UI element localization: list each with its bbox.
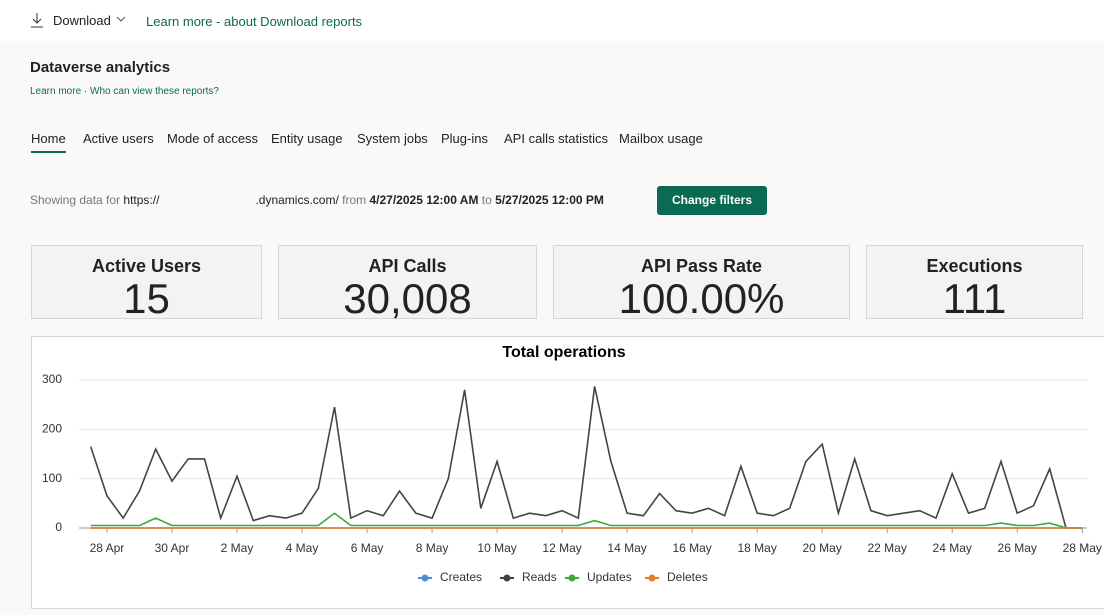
page-title: Dataverse analytics (30, 59, 171, 76)
from: from (342, 193, 367, 207)
kpi-card: API Pass Rate 100.00% (553, 245, 850, 322)
header-links: Learn more · Who can view these reports? (30, 86, 219, 97)
kpi-card: API Calls 30,008 (278, 245, 537, 322)
legend-label: Updates (587, 570, 632, 584)
x-tick-label: 22 May (868, 541, 907, 555)
kpi-label: Executions (926, 256, 1023, 276)
to: to (481, 193, 492, 207)
url-suffix: .dynamics.com/ (255, 193, 339, 207)
x-tick-label: 6 May (351, 541, 384, 555)
tab[interactable]: Mailbox usage (619, 131, 703, 146)
link[interactable]: Learn more (30, 86, 82, 97)
legend-marker (648, 574, 656, 582)
kpi-value: 100.00% (618, 275, 785, 322)
x-tick-label: 24 May (933, 541, 972, 555)
x-tick-label: 26 May (998, 541, 1037, 555)
x-tick-label: 12 May (542, 541, 581, 555)
filter-line: Showing data for https://.dynamics.com/ … (30, 193, 604, 207)
chevron (116, 16, 126, 22)
tab[interactable]: System jobs (357, 131, 428, 146)
legend-marker (421, 574, 429, 582)
kpi-value: 15 (123, 275, 170, 322)
y-tick-label: 0 (55, 520, 62, 534)
x-tick-label: 4 May (286, 541, 319, 555)
tab[interactable]: Active users (83, 131, 154, 146)
series-line (89, 386, 1083, 529)
x-tick-label: 20 May (802, 541, 841, 555)
kpi-label: API Pass Rate (640, 256, 763, 276)
tab[interactable]: Mode of access (167, 131, 259, 146)
legend-label: Deletes (667, 570, 708, 584)
change-filters-button[interactable]: Change filters (657, 186, 767, 215)
tab[interactable]: API calls statistics (504, 131, 609, 146)
download-button[interactable]: Download (53, 13, 111, 28)
kpi-value: 30,008 (343, 275, 472, 322)
x-tick-label: 8 May (416, 541, 449, 555)
x-tick-label: 28 Apr (90, 541, 125, 555)
chart-panel: Total operations 0 100 200 300 28 Apr 30 Apr 2 … (31, 336, 1104, 609)
kpi-label: API Calls (368, 256, 447, 276)
kpi-card: Active Users 15 (31, 245, 262, 322)
url: https:// (123, 193, 160, 207)
y-tick-label: 300 (42, 372, 62, 386)
toolbar: Download Learn more - about Download rep… (0, 0, 1104, 41)
tab[interactable]: Plug-ins (441, 131, 488, 146)
legend-label: Creates (440, 570, 482, 584)
legend-marker (568, 574, 576, 582)
chart: Total operations 0 100 200 300 28 Apr 30 Apr 2 … (42, 344, 1102, 584)
x-tick-label: 14 May (607, 541, 646, 555)
x-tick-label: 2 May (221, 541, 254, 555)
link[interactable]: Who can view these reports? (90, 86, 219, 97)
download-icon (31, 13, 43, 28)
tab[interactable]: Entity usage (271, 131, 343, 146)
y-tick-label: 200 (42, 422, 62, 436)
kpi-value: 111 (942, 275, 1007, 322)
y-tick-label: 100 (42, 471, 62, 485)
end-date: 5/27/2025 12:00 PM (495, 193, 604, 207)
legend-marker (503, 574, 511, 582)
series-line (90, 512, 1083, 529)
x-tick-label: 30 Apr (155, 541, 190, 555)
x-tick-label: 16 May (672, 541, 711, 555)
x-tick-label: 18 May (737, 541, 776, 555)
x-tick-label: 10 May (477, 541, 516, 555)
legend-label: Reads (522, 570, 557, 584)
kpi-label: Active Users (91, 256, 202, 276)
chart-title: Total operations (502, 344, 625, 361)
x-tick-label: 28 May (1063, 541, 1102, 555)
kpi-card: Executions 111 (866, 245, 1083, 322)
separator: · (83, 86, 88, 97)
start-date: 4/27/2025 12:00 AM (369, 193, 479, 207)
filter-prefix: Showing data for (30, 193, 121, 207)
learn-more-link[interactable]: Learn more - about Download reports (146, 14, 363, 29)
tab[interactable]: Home (31, 131, 66, 153)
